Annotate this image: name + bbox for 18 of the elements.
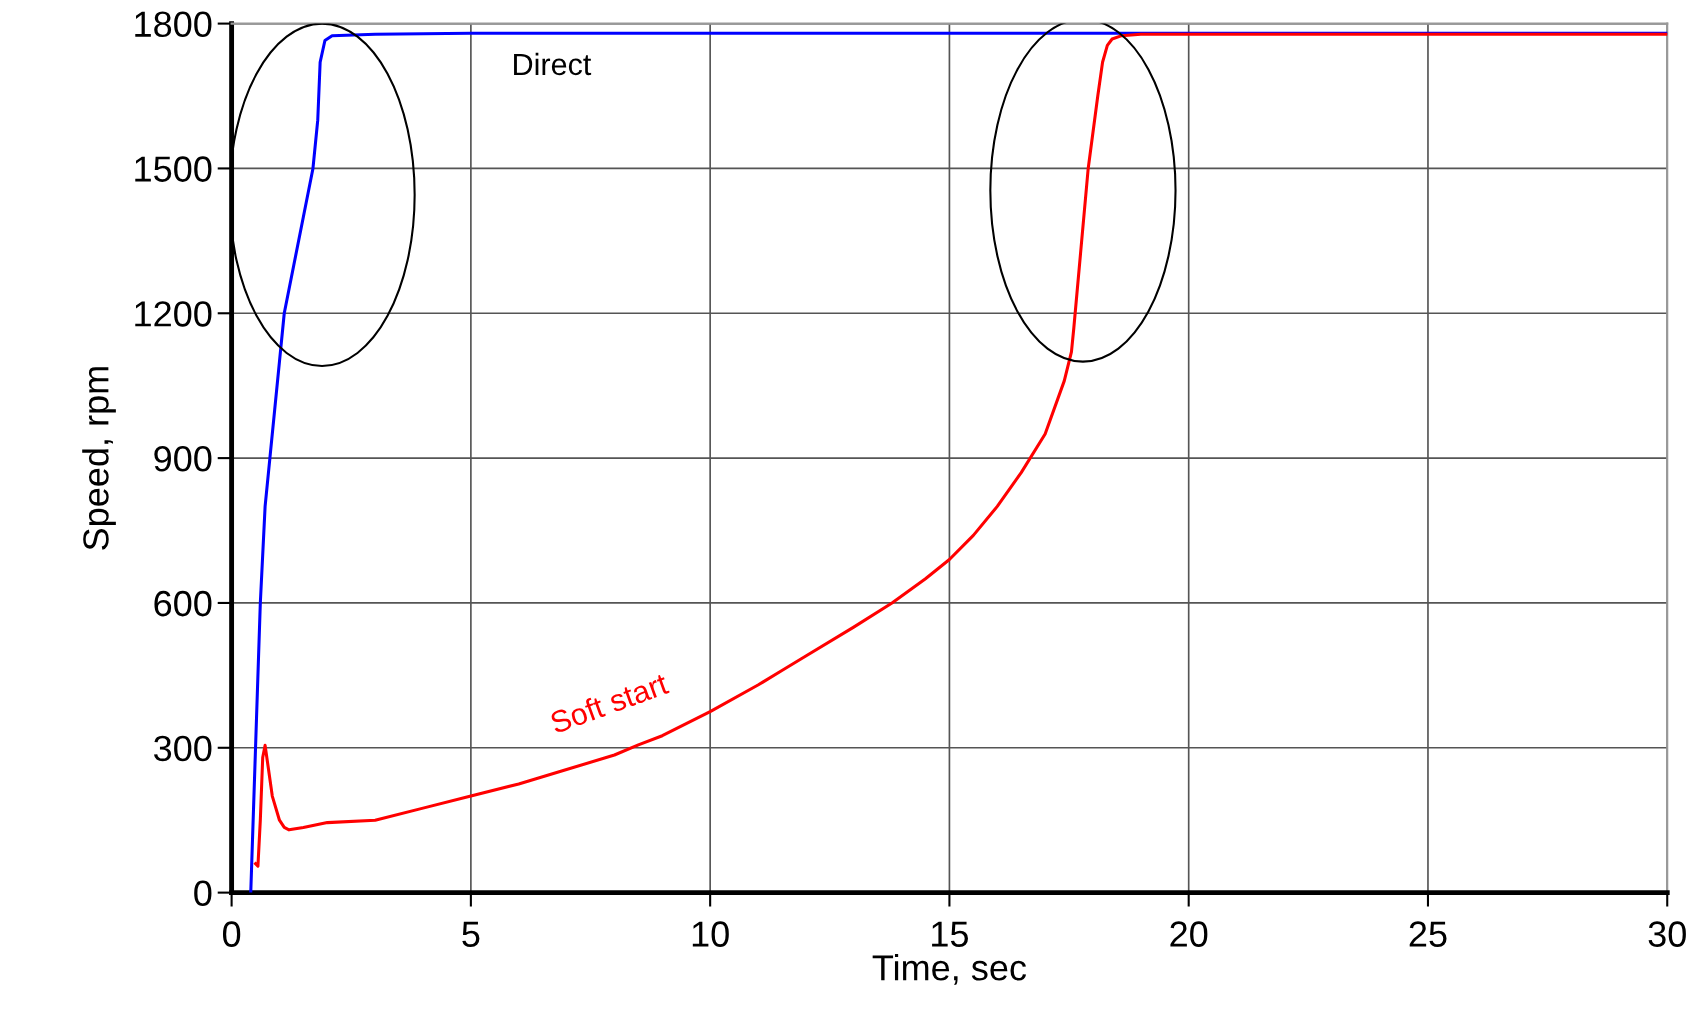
x-tick-label: 10	[692, 921, 729, 947]
y-tick-label: 1500	[135, 156, 212, 182]
y-tick-label: 1200	[135, 301, 212, 327]
y-tick-label: 300	[153, 735, 212, 762]
y-tick-label: 900	[154, 445, 212, 472]
y-tick-label: 600	[154, 590, 212, 617]
x-tick-label: 15	[932, 921, 968, 947]
y-tick-label: 1800	[135, 11, 212, 38]
y-tick-label: 0	[194, 880, 212, 907]
x-axis-title: Time, sec	[872, 954, 1027, 985]
x-tick-label: 0	[222, 921, 241, 947]
x-tick-label: 20	[1170, 921, 1208, 947]
y-axis-title: Speed, rpm	[82, 367, 116, 550]
series-label: Direct	[514, 52, 592, 76]
x-tick-label: 30	[1648, 921, 1686, 947]
text: Soft start	[548, 671, 670, 734]
x-tick-label: 25	[1409, 921, 1447, 947]
x-tick-label: 5	[462, 921, 480, 947]
